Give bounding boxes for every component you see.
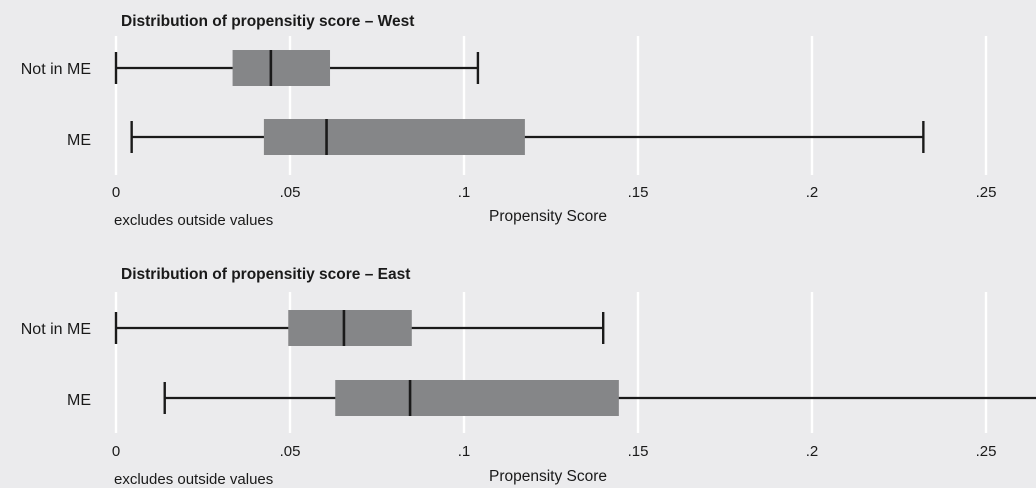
- box-iqr: [335, 380, 619, 416]
- x-tick-label: .2: [806, 184, 819, 201]
- box-group: [114, 50, 925, 155]
- box-not-in-me: [114, 310, 605, 346]
- x-tick-label: .15: [628, 184, 649, 201]
- panel-east: Distribution of propensitiy score – East…: [21, 266, 1036, 488]
- category-label-me: ME: [67, 392, 91, 409]
- box-me: [163, 380, 1036, 416]
- box-iqr: [288, 310, 412, 346]
- x-tick-label: .05: [280, 184, 301, 201]
- panel-west: Distribution of propensitiy score – West…: [21, 13, 997, 229]
- x-tick-label: .25: [976, 443, 997, 460]
- x-tick-label: .05: [280, 443, 301, 460]
- box-me: [130, 119, 925, 155]
- x-tick-labels: 0 .05 .1 .15 .2 .25: [112, 184, 997, 201]
- note-excludes-outside: excludes outside values: [114, 212, 273, 229]
- x-tick-label: .2: [806, 443, 819, 460]
- category-label-not-in-me: Not in ME: [21, 61, 91, 78]
- grid-lines: [114, 292, 988, 433]
- box-group: [114, 310, 1036, 416]
- x-tick-label: 0: [112, 443, 120, 460]
- box-iqr: [232, 50, 331, 86]
- category-label-not-in-me: Not in ME: [21, 321, 91, 338]
- box-not-in-me: [114, 50, 480, 86]
- box-iqr: [263, 119, 525, 155]
- chart-title: Distribution of propensitiy score – East: [121, 266, 410, 283]
- x-tick-label: .1: [458, 184, 471, 201]
- chart-title: Distribution of propensitiy score – West: [121, 13, 414, 30]
- x-tick-label: .15: [628, 443, 649, 460]
- note-excludes-outside: excludes outside values: [114, 471, 273, 488]
- x-axis-label: Propensity Score: [489, 468, 607, 485]
- x-tick-label: .25: [976, 184, 997, 201]
- x-tick-labels: 0 .05 .1 .15 .2 .25: [112, 443, 997, 460]
- category-label-me: ME: [67, 132, 91, 149]
- x-tick-label: 0: [112, 184, 120, 201]
- x-axis-label: Propensity Score: [489, 208, 607, 225]
- x-tick-label: .1: [458, 443, 471, 460]
